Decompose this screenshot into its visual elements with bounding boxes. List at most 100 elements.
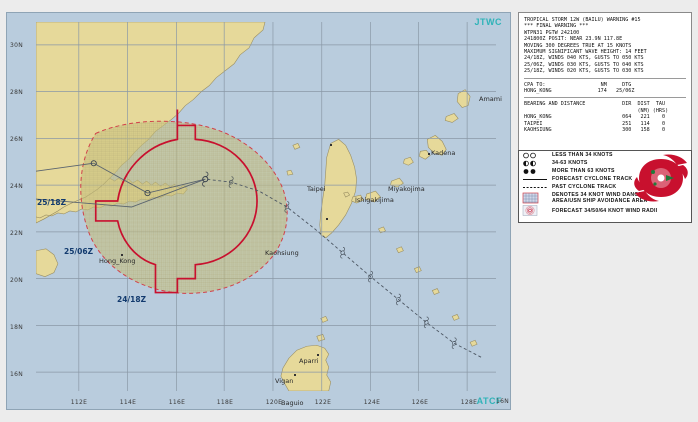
half-filled-circles-icon — [522, 159, 552, 167]
bearing-block: BEARING AND DISTANCE DIR DIST TAU (NM) (… — [524, 101, 669, 134]
legend-item-more-than-63: MORE THAN 63 KNOTS — [519, 167, 691, 175]
land-taiwan — [319, 139, 357, 239]
lat-label-22n: 22N — [10, 230, 24, 237]
past-track-storm-symbols — [228, 176, 457, 349]
legend-item-34-63: 34-63 KNOTS — [519, 159, 691, 167]
legend-label-34-63: 34-63 KNOTS — [552, 160, 588, 167]
divider-cpa — [524, 77, 686, 79]
lat-label-28n: 28N — [10, 89, 24, 96]
forecast-cyclone-track — [93, 162, 206, 194]
lon-label-128e: 128E — [460, 399, 478, 406]
legend-label-past-track: PAST CYCLONE TRACK — [552, 184, 617, 191]
city-label-miyakojima: Miyakojima — [388, 185, 425, 193]
map-canvas[interactable] — [36, 22, 496, 391]
dtg-label-25-18z: 25/18Z — [37, 198, 67, 207]
legend-label-wind-danger-line2: AREA/USN SHIP AVOIDANCE AREA — [552, 198, 648, 205]
land-ishigaki — [365, 190, 381, 203]
map-panel[interactable]: JTWC ATCF 30N 28N 26N 24N 22N 20N 18N 16… — [6, 12, 511, 410]
lat-label-26n: 26N — [10, 136, 24, 143]
land-yonaguni — [343, 191, 351, 198]
land-islet-d — [396, 246, 404, 254]
city-dot-hongkong — [121, 254, 123, 256]
land-islet-f — [431, 288, 440, 295]
atcf-tag: ATCF — [476, 396, 502, 406]
land-babuyan — [316, 333, 326, 342]
wind-radii-polygon — [94, 109, 258, 294]
jtwc-tag: JTWC — [474, 17, 502, 27]
lon-label-112e: 112E — [70, 399, 88, 406]
lon-label-126e: 126E — [411, 399, 429, 406]
city-label-ishigakijima: Ishigakijima — [355, 196, 394, 204]
city-dot-kadena — [428, 153, 430, 155]
lat-label-16n-right: 16N — [495, 398, 509, 405]
lon-label-122e: 122E — [314, 399, 332, 406]
city-label-hong-kong: Hong_Kong — [99, 257, 136, 265]
legend-item-forecast-track: FORECAST CYCLONE TRACK — [519, 175, 691, 183]
legend-label-less-than-34: LESS THAN 34 KNOTS — [552, 152, 613, 159]
land-luzon — [280, 344, 332, 391]
lat-label-30n: 30N — [10, 42, 24, 49]
hatch-box-icon — [522, 193, 552, 204]
filled-circles-icon — [522, 167, 552, 175]
bulletin-line-8: 25/06Z, WINDS 030 KTS, GUSTS TO 040 KTS — [524, 61, 644, 68]
city-label-taipei: Taipei — [307, 185, 326, 193]
lon-label-116e: 116E — [168, 399, 186, 406]
lon-label-114e: 114E — [119, 399, 137, 406]
legend-label-wind-radii: FORECAST 34/50/64 KNOT WIND RADII — [552, 207, 658, 214]
land-islet-e — [413, 266, 422, 274]
bulletin-line-9: 25/18Z, WINDS 020 KTS, GUSTS TO 030 KTS — [524, 68, 644, 75]
city-label-aparri: Aparri — [299, 357, 319, 365]
dtg-label-24-18z: 24/18Z — [117, 295, 147, 304]
forecast-track-branch — [36, 178, 206, 208]
land-islet-a — [292, 142, 301, 150]
dtg-label-25-06z: 25/06Z — [64, 247, 94, 256]
legend-label-forecast-track: FORECAST CYCLONE TRACK — [552, 176, 633, 183]
legend-item-wind-radii: FORECAST 34/50/64 KNOT WIND RADII — [519, 205, 691, 217]
land-islet-g — [451, 314, 460, 321]
dashed-line-icon — [522, 183, 552, 191]
city-label-vigan: Vigan — [275, 377, 294, 385]
land-tokunoshima — [444, 113, 459, 123]
city-label-kadena: Kadena — [431, 149, 456, 157]
land-hainan — [36, 248, 59, 277]
land-kume — [403, 156, 414, 166]
current-position-marker — [202, 171, 209, 187]
legend-label-wind-danger-area: DENOTES 34 KNOT WIND DANGER AREA/USN SHI… — [552, 192, 647, 204]
radii-rings-icon — [522, 205, 552, 217]
city-dot-aparri — [317, 354, 319, 356]
land-islet-h — [469, 339, 478, 347]
open-circles-icon — [522, 151, 552, 159]
cpa-block: CPA TO: NM DTG HONG_KONG 174 25/06Z — [524, 81, 635, 95]
city-label-amami: Amami — [479, 95, 502, 103]
bulletin-line-2: *** FINAL WARNING *** — [524, 23, 589, 30]
city-label-baguio: Baguio — [281, 399, 304, 407]
legend-item-less-than-34: LESS THAN 34 KNOTS — [519, 151, 691, 159]
legend-panel: LESS THAN 34 KNOTS 34-63 KNOTS MORE — [518, 150, 692, 223]
city-dot-taipei — [330, 144, 332, 146]
solid-line-icon — [522, 175, 552, 183]
lat-label-18n: 18N — [10, 324, 24, 331]
bulletin-line-5: MOVING 300 DEGREES TRUE AT 15 KNOTS — [524, 42, 632, 49]
legend-item-past-track: PAST CYCLONE TRACK — [519, 183, 691, 191]
lat-label-24n: 24N — [10, 183, 24, 190]
bulletin-line-3: WTPN31 PGTW 242100 — [524, 29, 580, 36]
land-okinawa-s — [418, 149, 431, 160]
bulletin-line-1: TROPICAL STORM 12W (BAILU) WARNING #15 — [524, 17, 641, 23]
land-okinawa — [426, 135, 447, 156]
lon-label-120e: 120E — [265, 399, 283, 406]
land-islet-b — [286, 169, 294, 176]
lat-label-20n: 20N — [10, 277, 24, 284]
city-label-kaohsiung: Kaohsiung — [265, 249, 299, 257]
city-dot-kaohsiung — [326, 218, 328, 220]
land-iriomote — [351, 194, 365, 204]
bulletin-line-7: 24/18Z, WINDS 040 KTS, GUSTS TO 050 KTS — [524, 55, 644, 62]
cyclone-logo-icon — [634, 154, 688, 202]
lon-label-124e: 124E — [363, 399, 381, 406]
bulletin-line-6: MAXIMUM SIGNIFICANT WAVE HEIGHT: 14 FEET — [524, 49, 647, 56]
bulletin-line-4: 241800Z POSIT: NEAR 23.9N 117.8E — [524, 36, 623, 43]
divider-bearing — [524, 97, 686, 99]
legend-item-wind-danger-area: DENOTES 34 KNOT WIND DANGER AREA/USN SHI… — [519, 191, 691, 205]
forecast-track-tail — [36, 162, 94, 172]
city-dot-vigan — [294, 374, 296, 376]
